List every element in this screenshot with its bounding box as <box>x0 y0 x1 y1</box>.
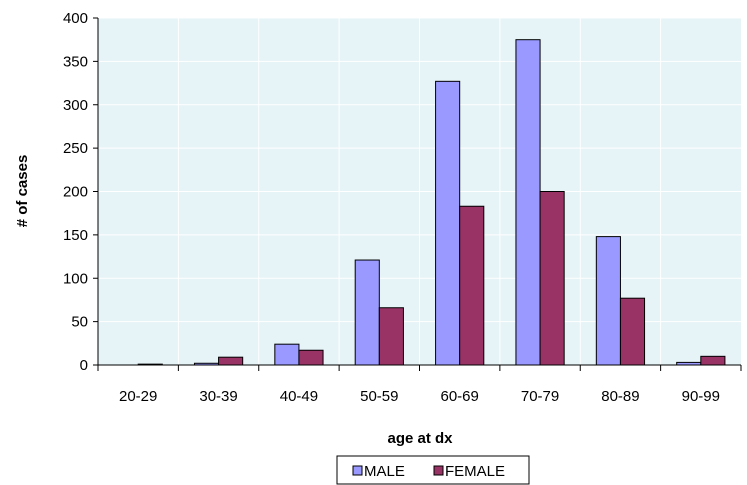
x-tick-label: 20-29 <box>119 388 157 405</box>
legend-label-male: MALE <box>364 463 405 480</box>
legend-label-female: FEMALE <box>445 463 505 480</box>
x-axis-title: age at dx <box>387 430 453 447</box>
bar-male-50-59 <box>354 259 380 366</box>
x-tick-label: 80-89 <box>601 388 639 405</box>
legend-swatch-female <box>433 465 444 476</box>
legend: MALE FEMALE <box>336 455 530 485</box>
bar-male-80-89 <box>595 236 621 366</box>
bar-female-60-69 <box>459 205 485 366</box>
bar-female-70-79 <box>539 191 565 366</box>
x-tick-label: 60-69 <box>441 388 479 405</box>
y-tick-label: 50 <box>71 314 88 331</box>
bar-male-60-69 <box>435 80 461 366</box>
bar-female-50-59 <box>378 307 404 366</box>
y-tick-label: 250 <box>63 140 88 157</box>
bar-male-70-79 <box>515 39 541 366</box>
bar-male-40-49 <box>274 343 300 366</box>
y-tick-label: 400 <box>63 10 88 27</box>
bar-female-30-39 <box>218 356 244 366</box>
y-tick-label: 200 <box>63 184 88 201</box>
bar-female-40-49 <box>298 349 324 366</box>
bar-female-90-99 <box>700 355 726 366</box>
x-tick-label: 90-99 <box>682 388 720 405</box>
bars <box>137 39 726 366</box>
legend-swatch-male <box>352 465 363 476</box>
y-tick-label: 150 <box>63 227 88 244</box>
bar-female-80-89 <box>619 297 646 366</box>
y-tick-label: 350 <box>63 53 88 70</box>
x-tick-label: 30-39 <box>199 388 237 405</box>
y-tick-label: 100 <box>63 270 88 287</box>
y-axis-title: # of cases <box>14 155 31 228</box>
x-tick-label: 70-79 <box>521 388 559 405</box>
y-tick-label: 0 <box>80 357 88 374</box>
y-ticks: 0 50 100 150 200 250 300 350 400 <box>63 10 98 374</box>
y-tick-label: 300 <box>63 97 88 114</box>
x-tick-label: 40-49 <box>280 388 318 405</box>
legend-box <box>336 455 530 485</box>
x-tick-label: 50-59 <box>360 388 398 405</box>
x-ticks: 20-29 30-39 40-49 50-59 60-69 70-79 80-89 90-99 <box>97 365 742 405</box>
gridlines <box>98 17 741 365</box>
